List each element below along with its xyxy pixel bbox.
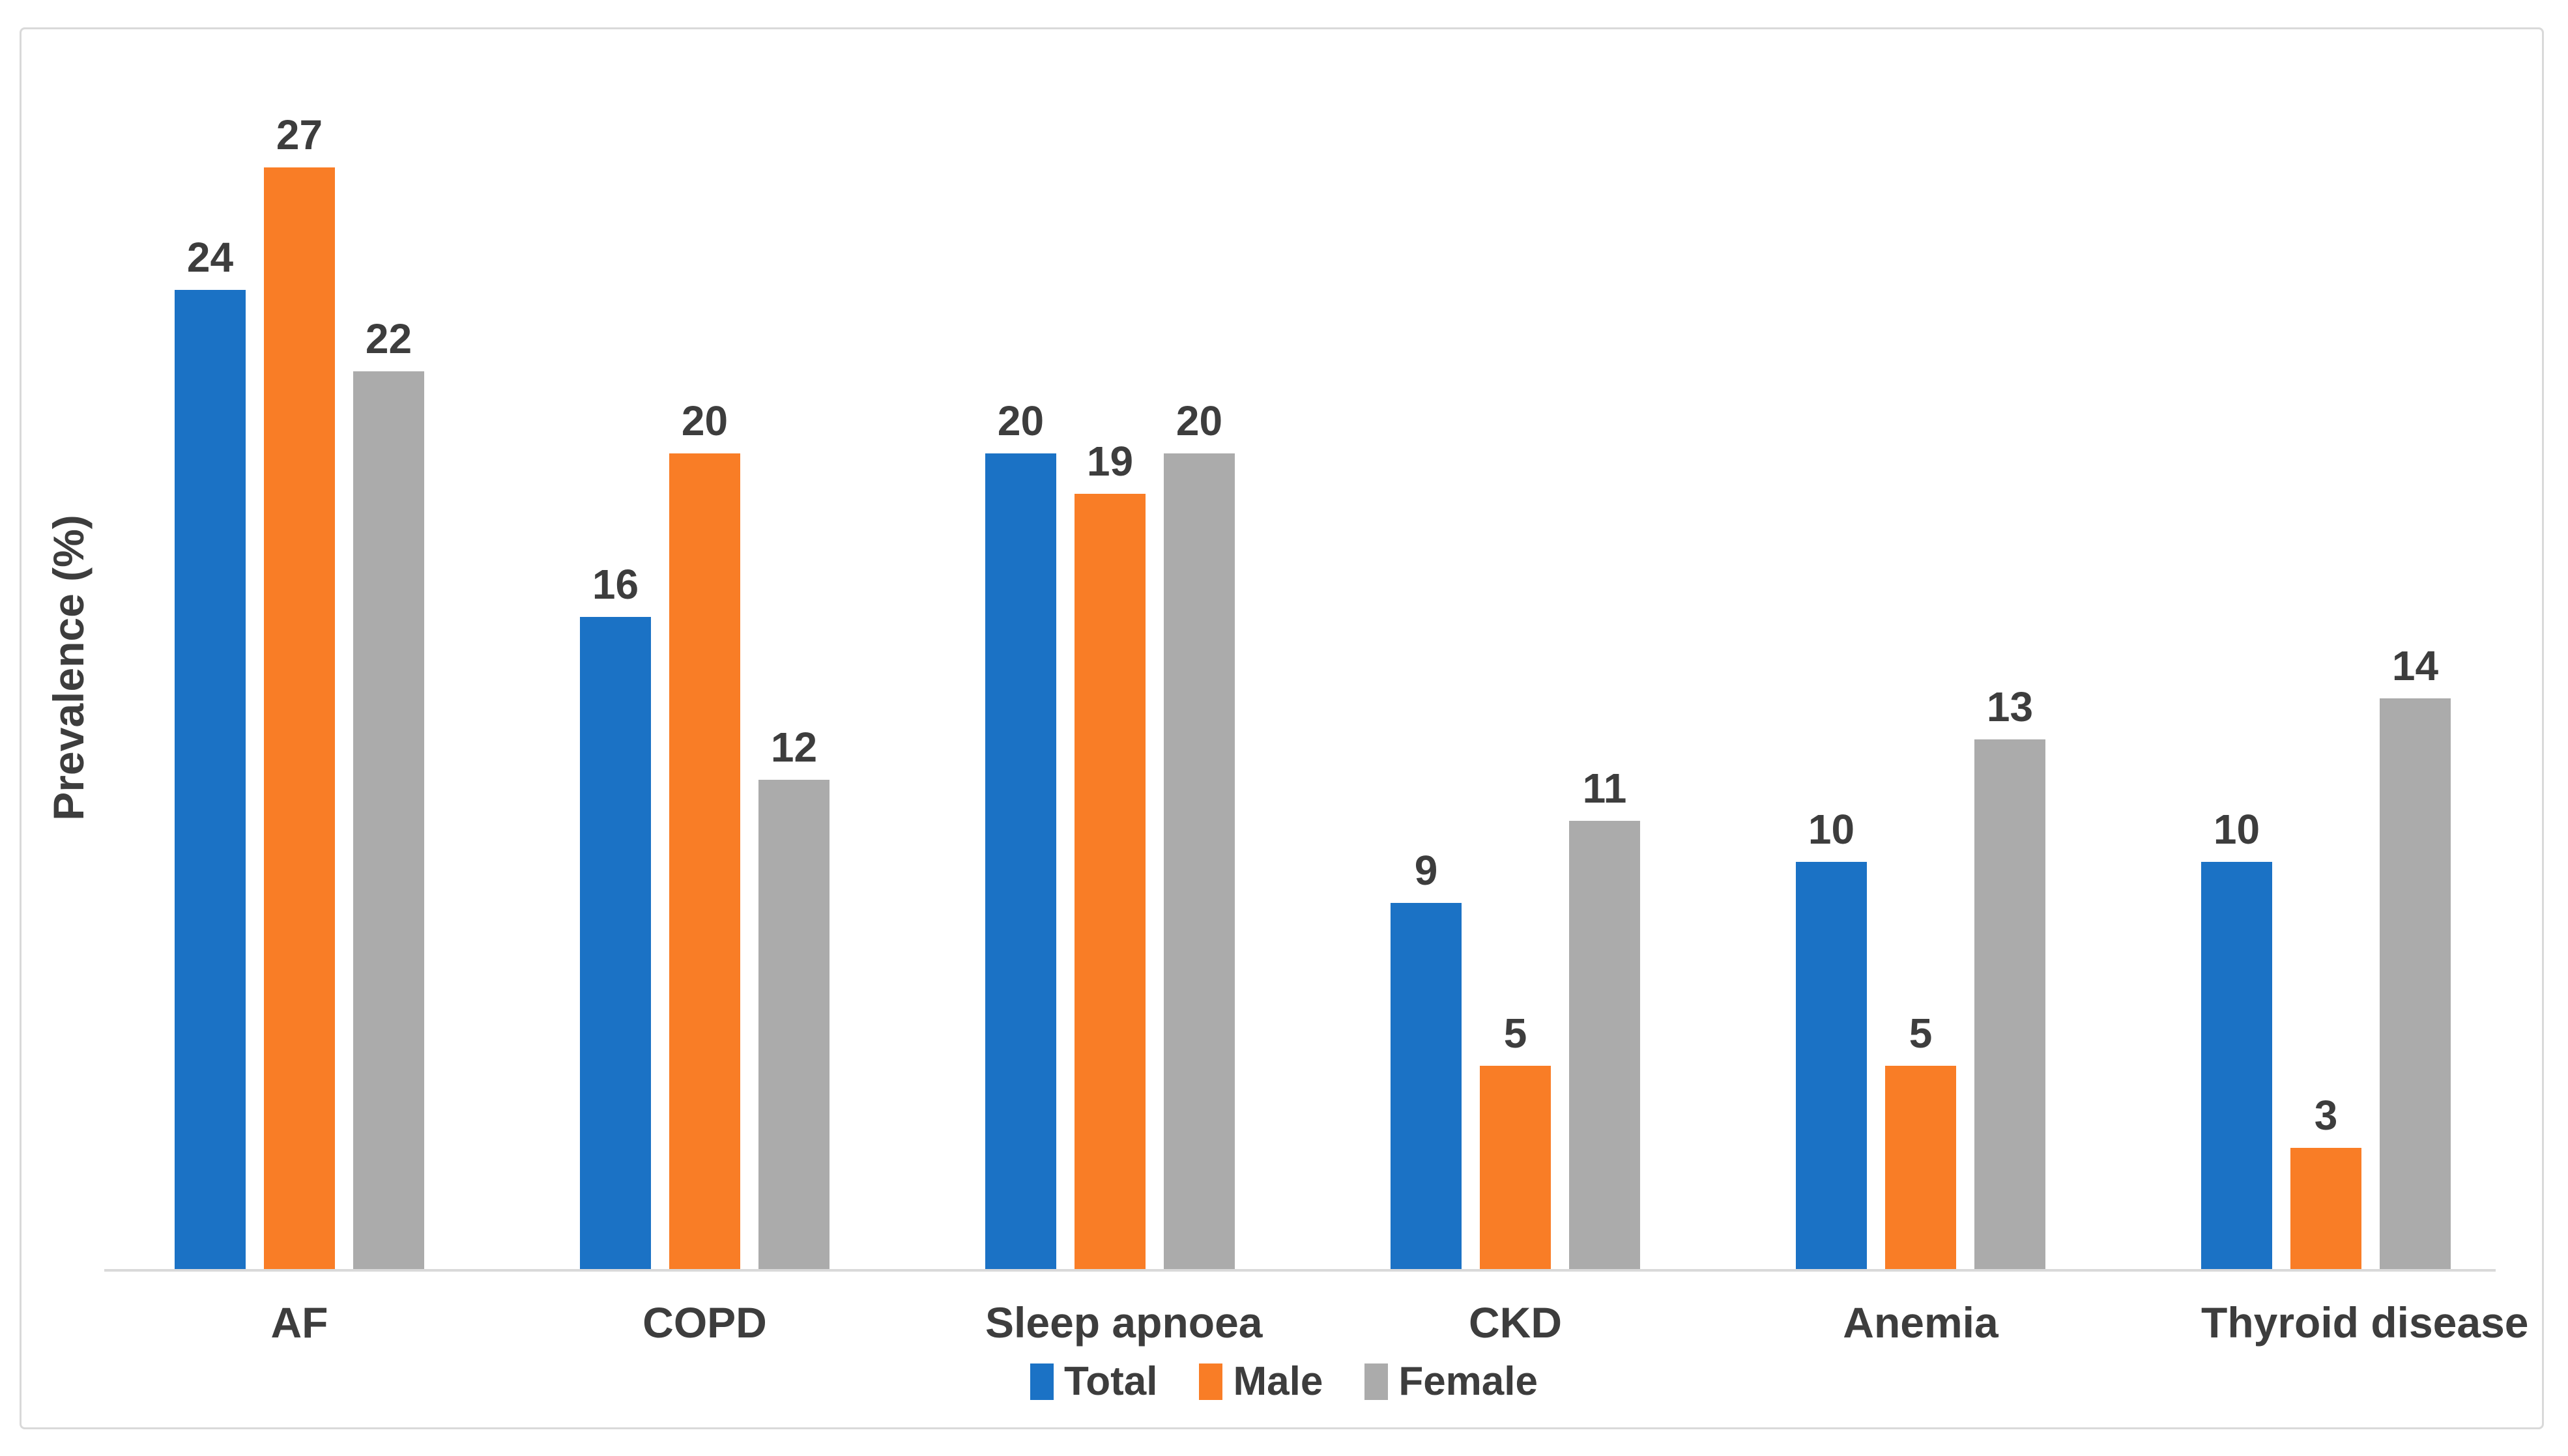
bar-total-ckd — [1391, 903, 1462, 1270]
legend-label-female: Female — [1398, 1359, 1538, 1404]
bar-cell-female-sleep-apnoea: 20 — [1164, 65, 1235, 1270]
data-label-male-copd: 20 — [681, 397, 729, 444]
bar-cell-female-af: 22 — [353, 65, 424, 1270]
bar-cell-total-thyroid-disease: 10 — [2201, 65, 2272, 1270]
bar-cell-female-ckd: 11 — [1569, 65, 1640, 1270]
bar-cell-female-thyroid-disease: 14 — [2380, 65, 2451, 1270]
data-label-female-ckd: 11 — [1582, 765, 1627, 812]
bar-group-anemia: 10 5 13 — [1796, 65, 2045, 1270]
bar-total-thyroid-disease — [2201, 862, 2272, 1270]
bar-group-af: 24 27 22 — [175, 65, 424, 1270]
bar-cell-total-af: 24 — [175, 65, 246, 1270]
bar-cell-male-thyroid-disease: 3 — [2290, 65, 2361, 1270]
bar-cell-total-anemia: 10 — [1796, 65, 1867, 1270]
bar-male-thyroid-disease — [2290, 1148, 2361, 1270]
data-label-female-af: 22 — [365, 315, 412, 362]
data-label-male-sleep-apnoea: 19 — [1086, 438, 1134, 485]
bar-total-anemia — [1796, 862, 1867, 1270]
data-label-total-copd: 16 — [592, 561, 639, 608]
chart-frame-border — [20, 27, 2544, 1429]
plot-area: 24 27 22 16 20 12 20 19 20 9 5 11 10 5 13 10 3 14 — [104, 65, 2496, 1270]
legend-item-male: Male — [1199, 1362, 1323, 1402]
bar-cell-male-anemia: 5 — [1885, 65, 1956, 1270]
bar-group-thyroid-disease: 10 3 14 — [2201, 65, 2451, 1270]
legend-item-female: Female — [1364, 1362, 1538, 1402]
data-label-female-sleep-apnoea: 20 — [1176, 397, 1223, 444]
bar-female-sleep-apnoea — [1164, 453, 1235, 1270]
bar-total-af — [175, 290, 246, 1270]
data-label-female-anemia: 13 — [1986, 683, 2034, 730]
x-axis-line — [104, 1269, 2496, 1272]
category-axis-labels: AF COPD Sleep apnoea CKD Anemia Thyroid disea… — [104, 1298, 2529, 1347]
bar-male-anemia — [1885, 1066, 1956, 1270]
bar-total-sleep-apnoea — [985, 453, 1056, 1270]
bar-cell-female-copd: 12 — [758, 65, 830, 1270]
bar-male-af — [264, 167, 335, 1270]
data-label-male-af: 27 — [276, 111, 323, 158]
bar-male-ckd — [1480, 1066, 1551, 1270]
data-label-total-ckd: 9 — [1414, 847, 1438, 894]
bar-group-ckd: 9 5 11 — [1391, 65, 1640, 1270]
bar-female-copd — [758, 780, 830, 1270]
legend-swatch-icon-female — [1364, 1363, 1389, 1400]
legend-item-total: Total — [1030, 1359, 1158, 1404]
bar-cell-total-sleep-apnoea: 20 — [985, 65, 1056, 1270]
category-label-ckd: CKD — [1469, 1298, 1562, 1347]
bar-group-copd: 16 20 12 — [580, 65, 830, 1270]
bar-cell-total-copd: 16 — [580, 65, 651, 1270]
data-label-total-thyroid-disease: 10 — [2213, 806, 2260, 853]
bar-cell-male-sleep-apnoea: 19 — [1075, 65, 1146, 1270]
legend-label-total: Total — [1063, 1359, 1158, 1404]
bar-male-sleep-apnoea — [1075, 494, 1146, 1270]
category-label-sleep-apnoea: Sleep apnoea — [985, 1298, 1263, 1347]
category-label-thyroid-disease: Thyroid disease — [2201, 1298, 2529, 1347]
legend-swatch-icon-total — [1030, 1363, 1054, 1400]
data-label-male-ckd: 5 — [1503, 1010, 1527, 1057]
legend-label-male: Male — [1233, 1359, 1323, 1404]
bar-cell-male-af: 27 — [264, 65, 335, 1270]
bar-total-copd — [580, 617, 651, 1270]
category-label-copd: COPD — [642, 1298, 767, 1347]
bar-female-anemia — [1974, 739, 2045, 1270]
bar-male-copd — [669, 453, 740, 1270]
bar-cell-male-ckd: 5 — [1480, 65, 1551, 1270]
y-axis-title: Prevalence (%) — [44, 515, 93, 821]
data-label-total-anemia: 10 — [1808, 806, 1855, 853]
legend-swatch-icon-male — [1199, 1363, 1223, 1400]
data-label-total-af: 24 — [186, 234, 234, 281]
category-label-anemia: Anemia — [1843, 1298, 1998, 1347]
data-label-female-copd: 12 — [770, 724, 818, 771]
bar-cell-total-ckd: 9 — [1391, 65, 1462, 1270]
bar-cell-male-copd: 20 — [669, 65, 740, 1270]
category-label-af: AF — [270, 1298, 328, 1347]
bar-cell-female-anemia: 13 — [1974, 65, 2045, 1270]
bar-female-ckd — [1569, 821, 1640, 1270]
data-label-male-thyroid-disease: 3 — [2314, 1092, 2338, 1139]
bar-female-af — [353, 371, 424, 1270]
data-label-female-thyroid-disease: 14 — [2391, 642, 2439, 689]
bar-female-thyroid-disease — [2380, 698, 2451, 1270]
data-label-total-sleep-apnoea: 20 — [997, 397, 1045, 444]
legend: Total Male Female — [0, 1362, 2568, 1402]
data-label-male-anemia: 5 — [1909, 1010, 1933, 1057]
bar-group-sleep-apnoea: 20 19 20 — [985, 65, 1235, 1270]
